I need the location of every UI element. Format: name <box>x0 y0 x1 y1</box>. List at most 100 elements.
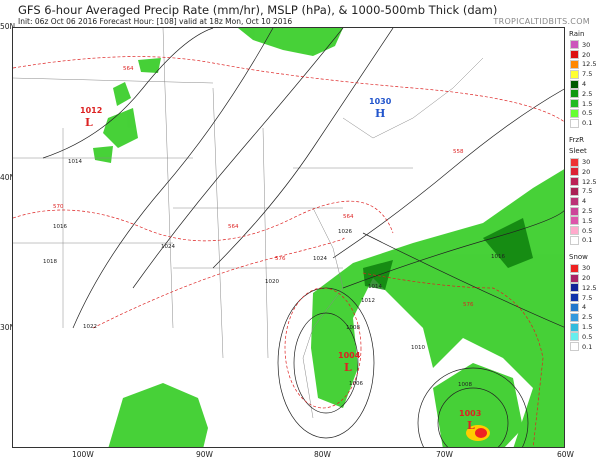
legend-swatch <box>570 342 579 352</box>
legend-row: 0.5 <box>567 108 600 119</box>
contour-label: 564 <box>123 66 134 72</box>
contour-label: 1010 <box>411 345 425 351</box>
contour-label: 576 <box>463 302 474 308</box>
contour-label: 564 <box>228 224 239 230</box>
lon-label-70w: 70W <box>436 450 453 459</box>
contour-label: 1022 <box>83 324 97 330</box>
legend-value: 12.5 <box>582 177 597 186</box>
legend-row: 7.5 <box>567 293 600 303</box>
legend-row: 30 <box>567 157 600 167</box>
legend-value: 30 <box>582 158 591 167</box>
contour-label: 1020 <box>265 279 279 285</box>
legend-row: 7.5 <box>567 69 600 79</box>
legend-row: 0.5 <box>567 226 600 236</box>
legend-swatch <box>570 50 579 60</box>
legend-swatch <box>570 312 579 322</box>
precip-gulf <box>108 383 208 447</box>
legend-row: 0.5 <box>567 332 600 342</box>
pressure-value: 1003 <box>459 409 481 418</box>
contour-label: 1016 <box>491 254 505 260</box>
legend-rain: Rain 30 20 12.5 7.5 4 2.5 1.5 0.5 0.1 <box>567 30 600 128</box>
legend-swatch <box>570 79 579 89</box>
contour-label: 1026 <box>338 229 352 235</box>
legend-swatch <box>570 157 579 167</box>
legend: Rain 30 20 12.5 7.5 4 2.5 1.5 0.5 0.1 FrzR Sleet 30 2… <box>567 27 600 352</box>
legend-row: 12.5 <box>567 283 600 293</box>
legend-row: 30 <box>567 40 600 50</box>
legend-row: 0.1 <box>567 235 600 246</box>
legend-swatch <box>570 273 579 283</box>
legend-swatch <box>570 235 579 245</box>
isobar-labels: 1014 1018 1016 1024 1026 1024 1022 1020 … <box>43 159 505 388</box>
precip-north <box>238 28 343 56</box>
legend-row: 1.5 <box>567 99 600 109</box>
weather-map: 1012 L 1030 H 1004 L 1003 L 1014 1018 10… <box>12 27 565 448</box>
contour-label: 1008 <box>458 382 472 388</box>
legend-row: 2.5 <box>567 89 600 99</box>
pressure-center-low-1003: 1003 L <box>459 409 481 432</box>
pressure-center-low-1012: 1012 L <box>80 106 102 129</box>
legend-row: 4 <box>567 196 600 206</box>
contour-label: 1018 <box>43 259 57 265</box>
legend-swatch <box>570 177 579 187</box>
contour-label: 1024 <box>313 256 327 262</box>
legend-value: 1.5 <box>582 216 593 225</box>
legend-swatch <box>570 196 579 206</box>
legend-subtitle: Sleet <box>569 147 587 156</box>
chart-title: GFS 6-hour Averaged Precip Rate (mm/hr),… <box>18 3 498 17</box>
low-symbol: L <box>344 361 352 374</box>
legend-value: 7.5 <box>582 293 593 302</box>
legend-title: FrzR <box>569 136 584 145</box>
legend-row: 1.5 <box>567 322 600 332</box>
legend-value: 2.5 <box>582 207 593 216</box>
chart-subtitle: Init: 06z Oct 06 2016 Forecast Hour: [10… <box>18 17 293 26</box>
contour-label: 1024 <box>161 244 175 250</box>
lon-label-90w: 90W <box>196 450 213 459</box>
legend-row: 0.1 <box>567 118 600 128</box>
legend-value: 0.5 <box>582 332 593 341</box>
lat-label-50n: 50N <box>0 22 16 31</box>
legend-row: 7.5 <box>567 186 600 197</box>
legend-value: 12.5 <box>582 283 597 292</box>
legend-row: 4 <box>567 302 600 313</box>
pressure-center-low-1004: 1004 L <box>338 351 361 374</box>
legend-value: 4 <box>582 80 587 89</box>
high-symbol: H <box>375 107 385 120</box>
brand-watermark: TROPICALTIDBITS.COM <box>493 17 590 26</box>
pressure-value: 1012 <box>80 106 102 115</box>
legend-value: 30 <box>582 40 591 49</box>
lat-label-30n: 30N <box>0 323 16 332</box>
legend-value: 4 <box>582 303 587 312</box>
lon-label-100w: 100W <box>72 450 94 459</box>
contour-label: 564 <box>343 214 354 220</box>
legend-value: 2.5 <box>582 89 593 98</box>
legend-swatch <box>570 302 579 312</box>
legend-row: 1.5 <box>567 216 600 226</box>
legend-row: 12.5 <box>567 177 600 187</box>
legend-value: 1.5 <box>582 99 593 108</box>
lat-label-40n: 40N <box>0 173 16 182</box>
legend-value: 20 <box>582 167 591 176</box>
legend-title: Rain <box>569 30 585 38</box>
legend-row: 30 <box>567 263 600 273</box>
legend-value: 0.1 <box>582 119 593 128</box>
contour-label: 1014 <box>368 284 382 290</box>
legend-swatch <box>570 293 579 303</box>
low-symbol: L <box>467 419 475 432</box>
pressure-value: 1004 <box>338 351 361 360</box>
legend-swatch <box>570 59 579 69</box>
thickness-labels: 564 570 564 576 576 558 564 <box>53 66 474 308</box>
contour-label: 1012 <box>361 298 375 304</box>
legend-swatch <box>570 322 579 332</box>
legend-row: 12.5 <box>567 59 600 70</box>
legend-swatch <box>570 40 579 50</box>
legend-value: 4 <box>582 197 587 206</box>
legend-swatch <box>570 226 579 236</box>
contour-label: 570 <box>53 204 64 210</box>
legend-swatch <box>570 89 579 99</box>
legend-value: 0.5 <box>582 226 593 235</box>
legend-row: 4 <box>567 79 600 89</box>
legend-title: Snow <box>569 253 588 262</box>
legend-row: 20 <box>567 167 600 177</box>
state-boundaries <box>13 28 484 419</box>
